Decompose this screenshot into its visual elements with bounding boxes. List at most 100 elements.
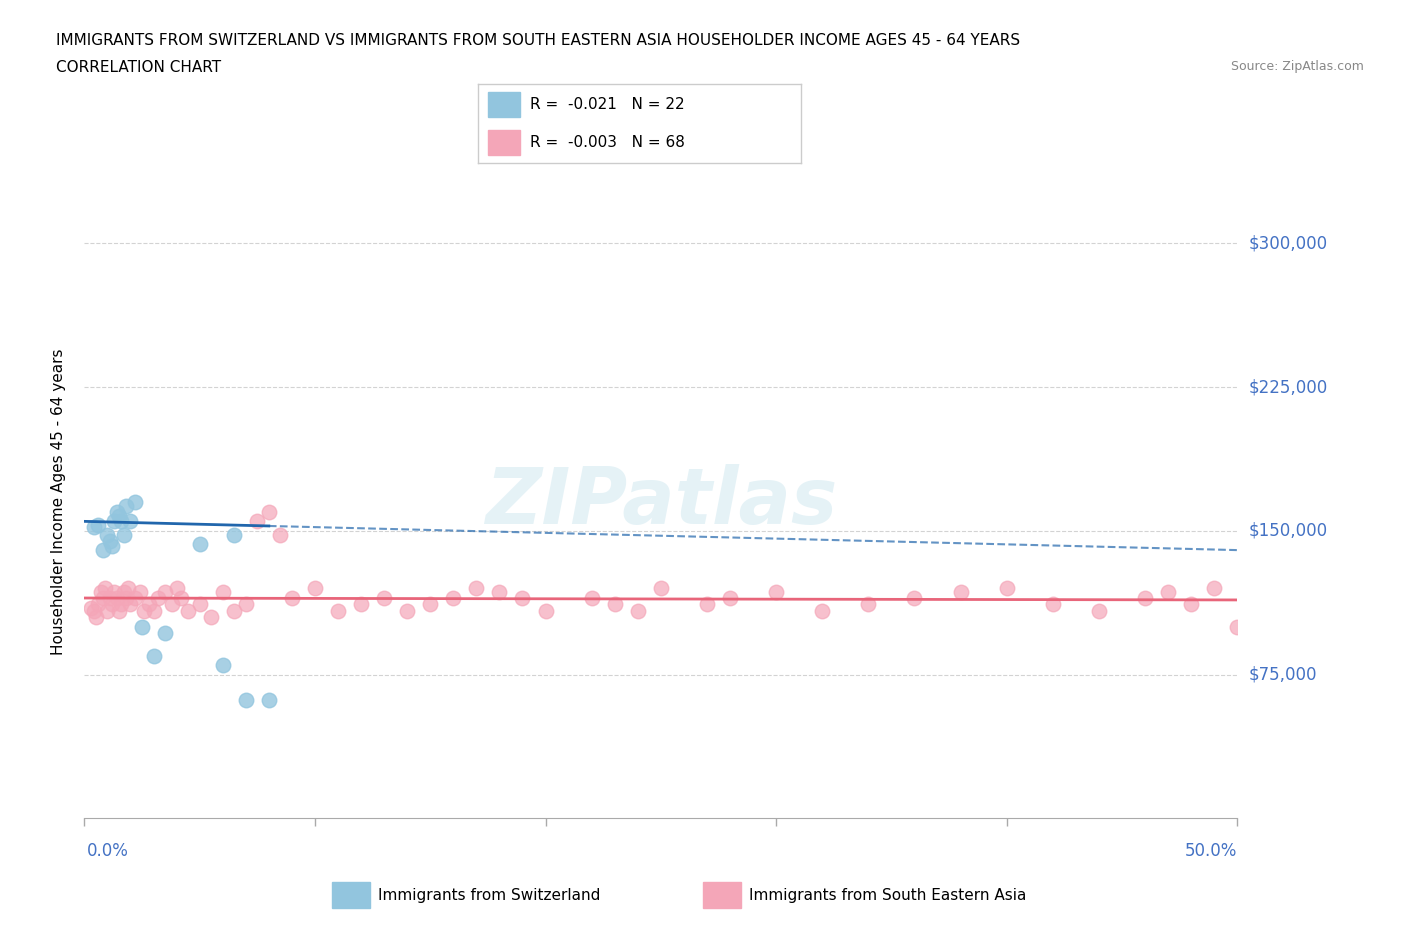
Text: R =  -0.021   N = 22: R = -0.021 N = 22	[530, 97, 685, 112]
Point	[103, 514, 125, 529]
Point	[105, 591, 128, 605]
Point	[211, 585, 233, 600]
Point	[304, 581, 326, 596]
Point	[153, 585, 176, 600]
Point	[108, 508, 131, 523]
Point	[120, 596, 142, 611]
Point	[188, 537, 211, 551]
Point	[269, 527, 291, 542]
Point	[1042, 596, 1064, 611]
Point	[101, 538, 124, 553]
Point	[170, 591, 193, 605]
Point	[603, 596, 626, 611]
Point	[166, 581, 188, 596]
Point	[224, 604, 246, 618]
Point	[718, 591, 741, 605]
Point	[112, 585, 135, 600]
Point	[83, 520, 105, 535]
Point	[101, 596, 124, 611]
Point	[117, 581, 139, 596]
Point	[1133, 591, 1156, 605]
FancyBboxPatch shape	[488, 92, 520, 117]
Point	[350, 596, 373, 611]
Point	[98, 591, 121, 605]
Point	[235, 596, 257, 611]
Point	[138, 596, 160, 611]
Point	[257, 692, 280, 707]
Point	[627, 604, 650, 618]
Point	[1157, 585, 1180, 600]
Point	[115, 591, 138, 605]
Point	[1204, 581, 1226, 596]
Point	[281, 591, 304, 605]
Point	[98, 533, 121, 548]
Point	[995, 581, 1018, 596]
Point	[534, 604, 557, 618]
Point	[134, 604, 156, 618]
Point	[696, 596, 718, 611]
Point	[91, 543, 114, 558]
Point	[903, 591, 925, 605]
Point	[650, 581, 672, 596]
Text: ZIPatlas: ZIPatlas	[485, 464, 837, 540]
Point	[235, 692, 257, 707]
Point	[1180, 596, 1202, 611]
Point	[124, 591, 146, 605]
Point	[91, 591, 114, 605]
Point	[142, 604, 165, 618]
Y-axis label: Householder Income Ages 45 - 64 years: Householder Income Ages 45 - 64 years	[51, 349, 66, 656]
Point	[465, 581, 488, 596]
Point	[512, 591, 534, 605]
FancyBboxPatch shape	[703, 883, 741, 908]
Point	[246, 514, 269, 529]
Text: Immigrants from South Eastern Asia: Immigrants from South Eastern Asia	[749, 887, 1026, 903]
Point	[110, 514, 132, 529]
Point	[120, 514, 142, 529]
Point	[858, 596, 880, 611]
Point	[124, 495, 146, 510]
Point	[811, 604, 834, 618]
Point	[581, 591, 603, 605]
Point	[1088, 604, 1111, 618]
Text: R =  -0.003   N = 68: R = -0.003 N = 68	[530, 135, 685, 150]
Point	[87, 518, 110, 533]
Point	[224, 527, 246, 542]
FancyBboxPatch shape	[332, 883, 370, 908]
Text: $225,000: $225,000	[1249, 379, 1327, 396]
Point	[1226, 619, 1249, 634]
FancyBboxPatch shape	[488, 129, 520, 155]
Point	[257, 504, 280, 519]
Point	[441, 591, 464, 605]
Point	[160, 596, 183, 611]
Point	[105, 504, 128, 519]
Point	[188, 596, 211, 611]
Point	[396, 604, 419, 618]
Point	[419, 596, 441, 611]
Point	[103, 585, 125, 600]
Point	[153, 625, 176, 640]
Point	[949, 585, 972, 600]
Text: $150,000: $150,000	[1249, 522, 1327, 540]
Text: $300,000: $300,000	[1249, 234, 1327, 252]
Text: $75,000: $75,000	[1249, 666, 1317, 684]
Point	[146, 591, 169, 605]
Point	[96, 527, 118, 542]
Text: Immigrants from Switzerland: Immigrants from Switzerland	[378, 887, 600, 903]
Point	[112, 527, 135, 542]
Point	[108, 604, 131, 618]
Point	[83, 604, 105, 618]
Point	[373, 591, 395, 605]
Text: 50.0%: 50.0%	[1185, 842, 1237, 860]
Point	[765, 585, 787, 600]
Point	[128, 585, 150, 600]
Text: CORRELATION CHART: CORRELATION CHART	[56, 60, 221, 75]
Point	[142, 648, 165, 663]
Point	[326, 604, 349, 618]
Point	[80, 600, 103, 615]
Point	[94, 581, 117, 596]
Point	[115, 498, 138, 513]
Point	[131, 619, 153, 634]
Point	[211, 658, 233, 672]
Text: 0.0%: 0.0%	[87, 842, 129, 860]
Point	[89, 585, 111, 600]
